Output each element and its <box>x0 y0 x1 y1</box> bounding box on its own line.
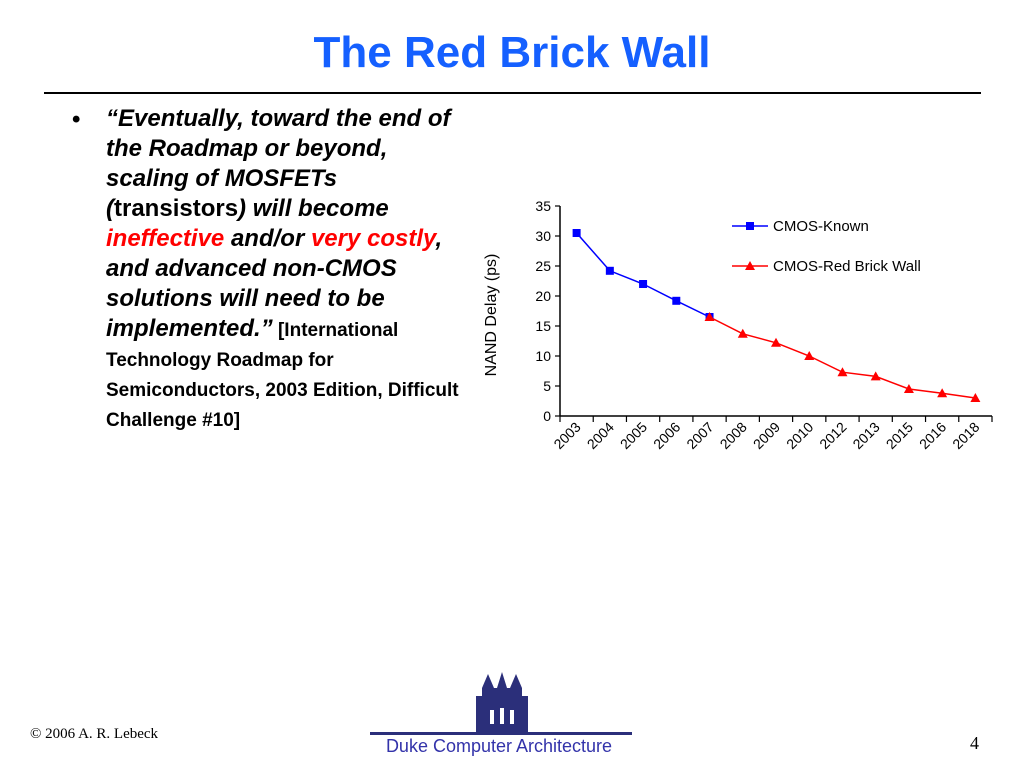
footer-label: Duke Computer Architecture <box>385 736 613 756</box>
y-axis-label: NAND Delay (ps) <box>483 254 500 377</box>
quote-paren-word: transistors <box>114 195 239 222</box>
quote-opening: “Eventually, toward the end of the Roadm… <box>106 105 451 222</box>
x-tick-label: 2008 <box>717 419 750 452</box>
x-axis-ticks: 2003 2004 2005 2006 2007 2008 2009 2010 2012 2013… <box>550 416 993 452</box>
data-point-cmos-known <box>639 280 648 288</box>
data-point-cmos-red-brick-wall <box>737 328 748 338</box>
y-tick-label: 30 <box>535 228 551 244</box>
logo-underline <box>370 732 632 735</box>
data-point-cmos-red-brick-wall <box>870 371 881 381</box>
y-tick-label: 25 <box>535 258 551 274</box>
quote-closing: , and advanced non-CMOS solutions will n… <box>106 225 443 342</box>
legend-swatch-marker <box>745 261 755 270</box>
x-tick-label: 2007 <box>683 419 716 452</box>
y-tick-label: 35 <box>535 198 551 214</box>
plot-axes <box>559 206 992 417</box>
data-point-cmos-red-brick-wall <box>970 393 981 402</box>
x-tick-label: 2006 <box>650 419 683 452</box>
page-number: 4 <box>970 733 979 753</box>
legend-label: CMOS-Known <box>773 218 869 235</box>
y-tick-label: 20 <box>535 288 551 304</box>
chart-legend: CMOS-Known CMOS-Red Brick Wall <box>732 218 921 275</box>
bullet-marker: • <box>72 106 81 133</box>
data-point-cmos-known <box>605 266 614 275</box>
slide-title: The Red Brick Wall <box>313 28 711 77</box>
data-point-cmos-red-brick-wall <box>937 388 948 398</box>
legend-swatch-marker <box>746 222 754 230</box>
quote-middle-1: ) will become <box>238 195 389 222</box>
x-tick-label: 2013 <box>849 419 882 452</box>
series-line-cmos-red-brick-wall <box>709 316 976 399</box>
x-tick-label: 2012 <box>816 419 849 452</box>
data-point-cmos-red-brick-wall <box>704 312 715 321</box>
data-point-cmos-red-brick-wall <box>804 351 815 360</box>
y-tick-label: 10 <box>535 348 551 364</box>
data-point-cmos-red-brick-wall <box>903 384 914 393</box>
footer-copyright: © 2006 A. R. Lebeck <box>30 726 159 742</box>
y-tick-label: 5 <box>543 378 551 394</box>
quote-text: “Eventually, toward the end of the Roadm… <box>106 104 460 434</box>
data-point-cmos-known <box>672 296 681 305</box>
quote-bullet: • “Eventually, toward the end of the Roa… <box>70 104 460 434</box>
x-tick-label: 2005 <box>617 419 650 452</box>
y-axis-ticks: 0 5 10 15 20 25 30 35 <box>535 198 560 424</box>
title-divider <box>44 92 981 94</box>
highlight-ineffective: ineffective <box>106 225 225 252</box>
x-tick-label: 2015 <box>883 419 916 452</box>
quote-middle-2: and/or <box>224 225 311 252</box>
legend-label: CMOS-Red Brick Wall <box>773 258 921 275</box>
x-tick-label: 2010 <box>783 419 816 452</box>
duke-chapel-logo <box>370 672 632 735</box>
chapel-silhouette <box>476 672 528 732</box>
y-tick-label: 0 <box>543 408 551 424</box>
x-tick-label: 2018 <box>949 419 982 452</box>
x-tick-label: 2016 <box>916 419 949 452</box>
series-markers <box>572 229 981 402</box>
series-line-cmos-known <box>576 232 710 318</box>
highlight-very-costly: very costly <box>310 225 436 252</box>
x-tick-label: 2003 <box>550 419 583 452</box>
x-tick-label: 2009 <box>750 419 783 452</box>
data-point-cmos-red-brick-wall <box>771 337 781 347</box>
data-point-cmos-red-brick-wall <box>837 367 848 377</box>
y-tick-label: 15 <box>535 318 551 334</box>
x-tick-label: 2004 <box>584 419 617 452</box>
data-point-cmos-known <box>572 229 581 237</box>
citation: [International Technology Roadmap for Se… <box>106 320 459 431</box>
